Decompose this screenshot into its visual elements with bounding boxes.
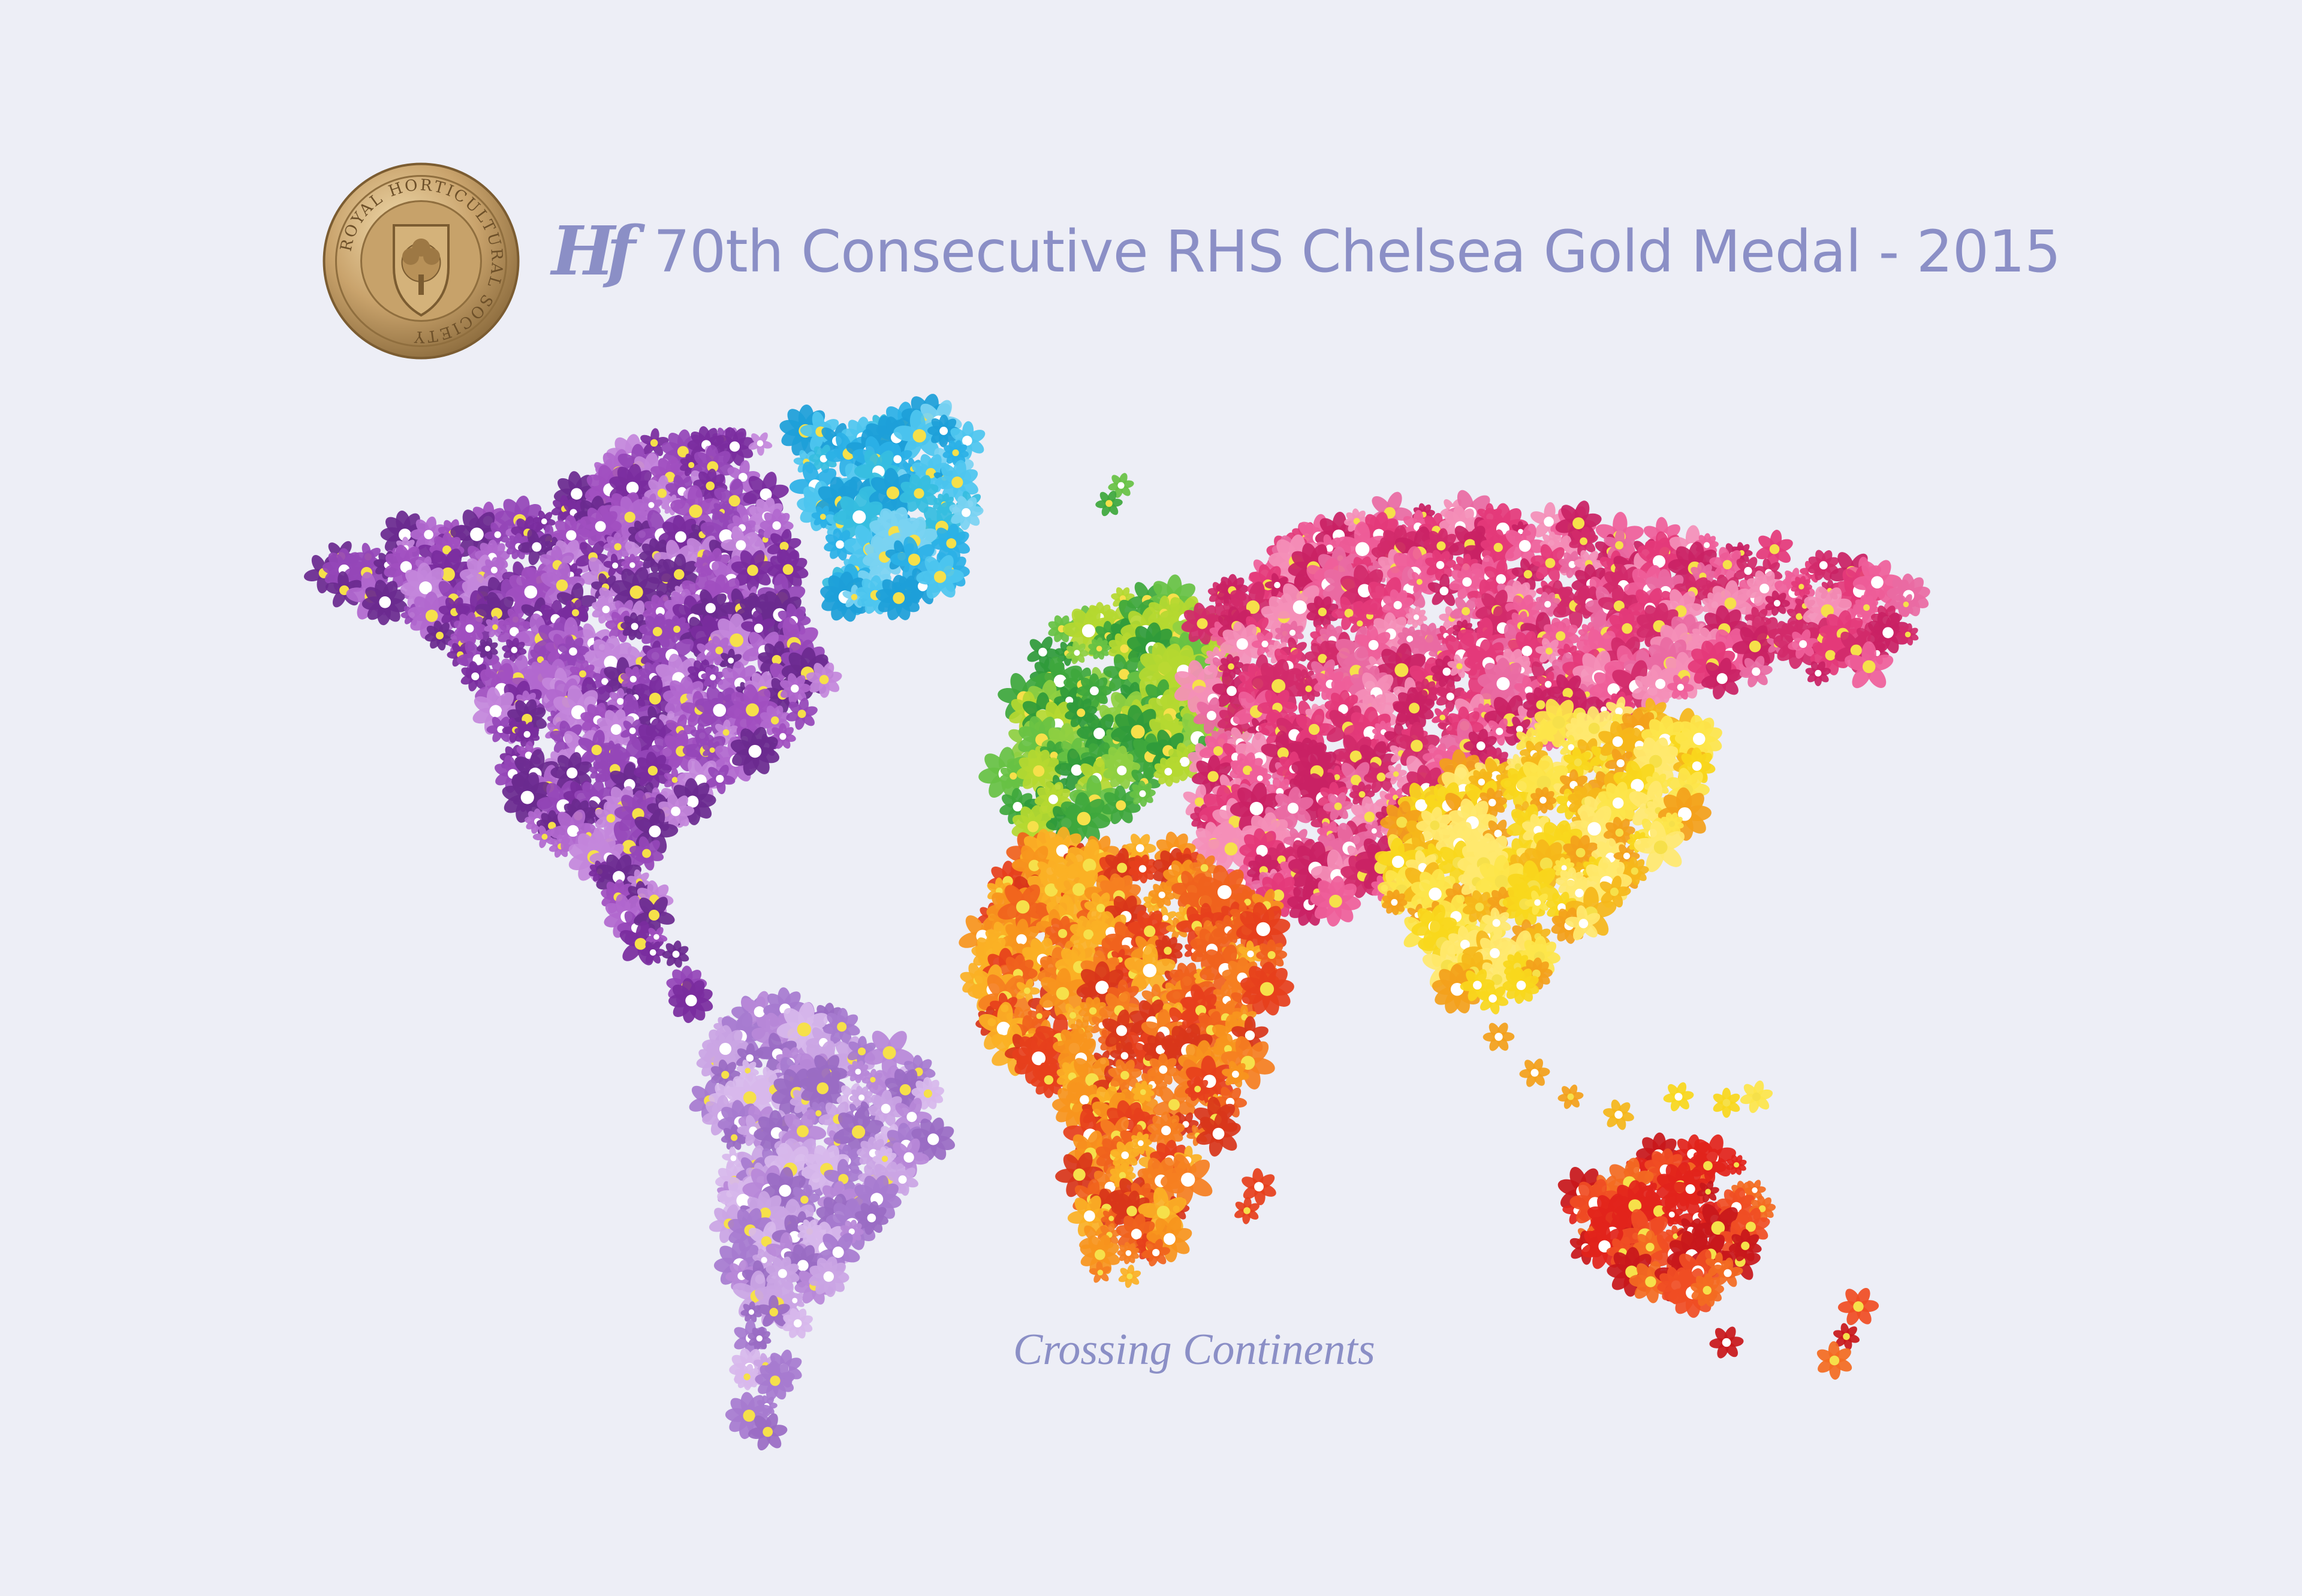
brand-logo: Hf — [552, 212, 635, 291]
north-america-flower — [424, 620, 455, 651]
north-america-flower — [767, 549, 809, 590]
north-america-flower — [484, 522, 510, 548]
north-america-flower — [361, 580, 408, 626]
north-america-flower — [731, 550, 775, 593]
north-america-flower — [454, 612, 486, 645]
page-title: 70th Consecutive RHS Chelsea Gold Medal … — [653, 218, 2061, 285]
north-america-flower — [658, 553, 700, 595]
rhs-gold-medal: ROYAL HORTICULTURAL SOCIETY — [323, 162, 520, 360]
north-america-flower — [540, 562, 585, 607]
north-america-flower — [476, 638, 498, 660]
africa-flower — [1118, 1265, 1141, 1288]
north-america-flower — [561, 599, 589, 627]
north-america-flower — [558, 636, 589, 668]
north-america-flower — [662, 940, 689, 968]
north-america-flower — [505, 533, 532, 560]
north-america-flower — [580, 505, 622, 548]
asia-south-flower — [1483, 1022, 1515, 1051]
header: Hf 70th Consecutive RHS Chelsea Gold Med… — [552, 204, 2061, 300]
asia-south-flower — [1713, 1087, 1740, 1118]
australia-flower — [1709, 1326, 1744, 1359]
north-america-flower — [603, 532, 632, 562]
asia-south-flower — [1557, 1084, 1584, 1109]
map-caption: Crossing Continents — [1013, 1325, 1375, 1374]
asia-south-flower — [1519, 1058, 1550, 1087]
asia-south-flower — [1663, 1082, 1694, 1112]
north-america-flower — [760, 508, 794, 543]
asia-south-flower — [1740, 1080, 1773, 1114]
asia-south-flower — [1603, 1099, 1634, 1130]
north-america-flower — [603, 553, 626, 577]
north-america-flower — [610, 496, 652, 539]
north-america-flower — [748, 432, 773, 456]
north-america-flower — [410, 516, 446, 553]
australia-flower — [1837, 1287, 1879, 1326]
north-america-flower — [592, 595, 620, 624]
